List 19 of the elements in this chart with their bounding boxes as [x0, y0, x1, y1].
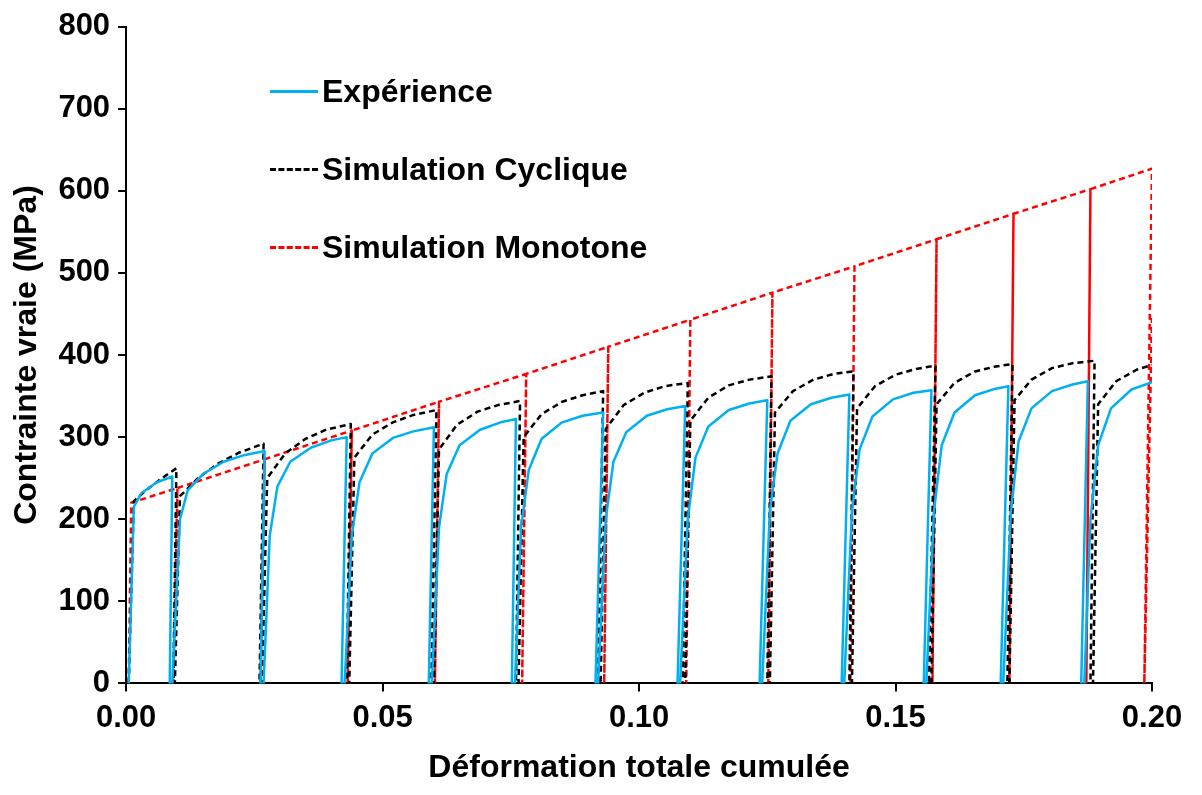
x-tick-label: 0.10: [608, 698, 670, 734]
x-axis-title: Déformation totale cumulée: [428, 747, 850, 784]
y-tick-label: 200: [58, 499, 111, 535]
y-tick-label: 800: [58, 7, 111, 43]
y-tick-label: 0: [92, 663, 111, 699]
y-tick-label: 700: [58, 89, 111, 125]
x-tick-label: 0.05: [352, 698, 413, 734]
y-tick-label: 600: [58, 171, 111, 207]
y-axis-title: Contrainte vraie (MPa): [7, 185, 44, 525]
legend-label: Expérience: [322, 72, 493, 110]
legend-label: Simulation Cyclique: [322, 150, 628, 188]
y-tick-label: 300: [58, 417, 111, 453]
x-tick-label: 0.20: [1121, 698, 1183, 734]
y-tick-label: 400: [58, 335, 111, 371]
y-tick-label: 500: [58, 253, 111, 289]
y-tick-label: 100: [58, 581, 111, 617]
legend-label: Simulation Monotone: [322, 228, 648, 266]
x-tick-label: 0.15: [865, 698, 926, 734]
x-tick-label: 0.00: [95, 698, 157, 734]
